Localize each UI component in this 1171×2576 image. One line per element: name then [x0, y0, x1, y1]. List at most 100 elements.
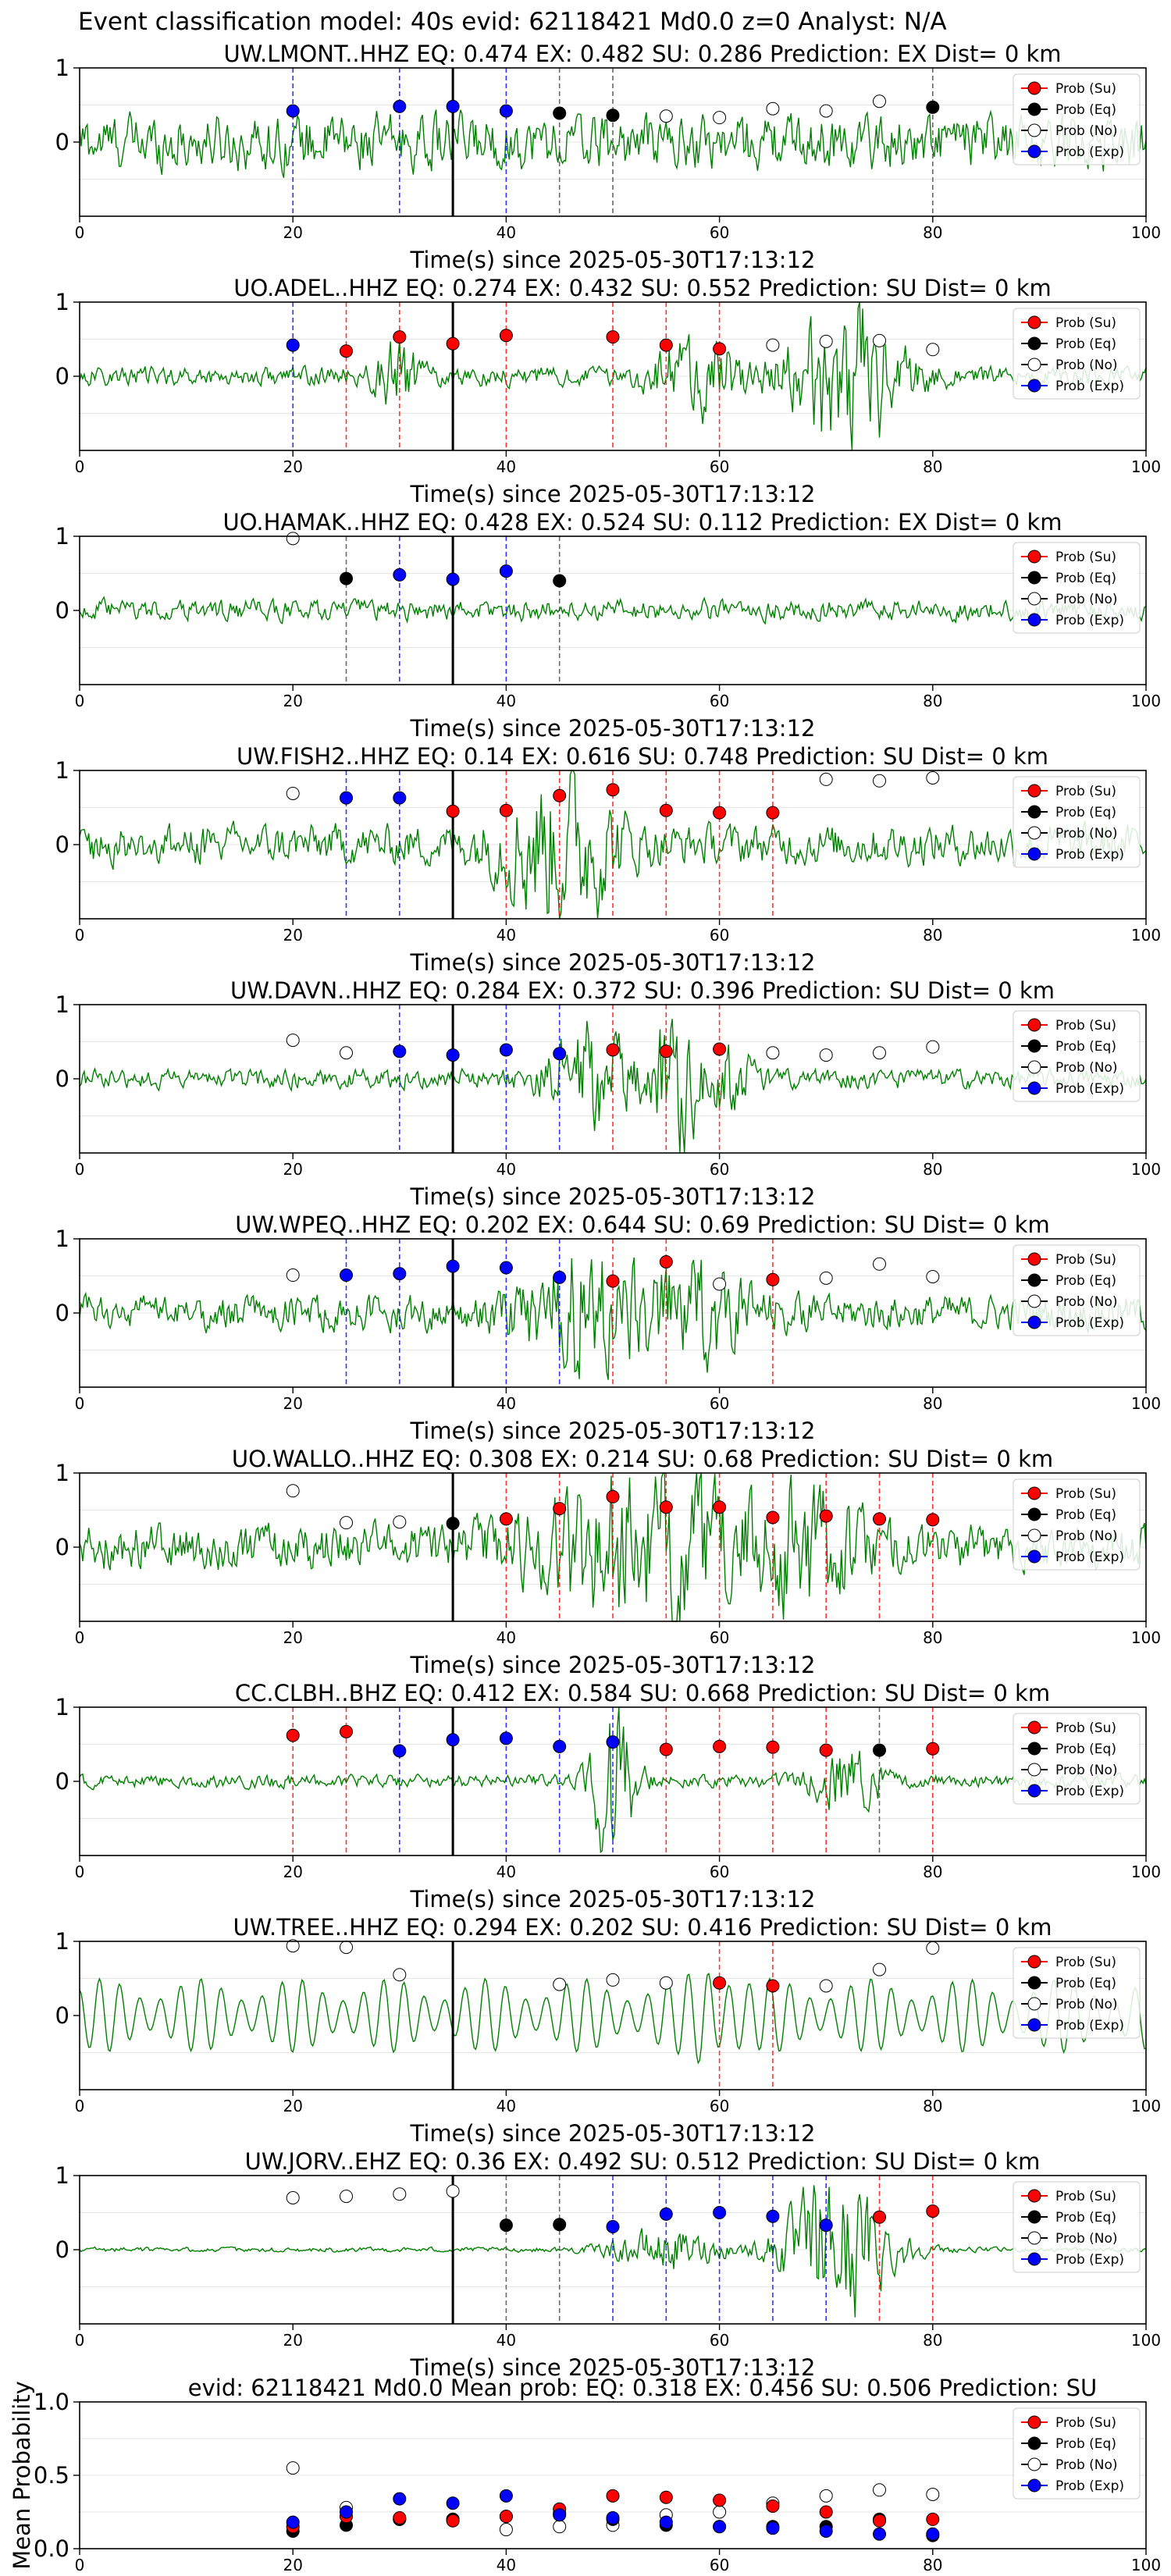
x-tick-label: 60	[710, 2097, 729, 2115]
probability-point-su	[713, 806, 727, 820]
legend-label: Prob (Eq)	[1055, 2436, 1116, 2452]
probability-point-su	[606, 783, 620, 797]
x-tick-label: 100	[1131, 2556, 1161, 2574]
probability-point-no	[819, 1048, 833, 1062]
x-tick-label: 0	[75, 926, 85, 945]
probability-point-eq	[553, 106, 567, 120]
x-tick-label: 60	[710, 2331, 729, 2350]
probability-point-no	[926, 343, 940, 357]
legend-marker-no	[1027, 826, 1041, 840]
probability-point-su	[713, 1500, 727, 1514]
probability-point-su	[659, 1254, 673, 1268]
probability-point-no	[873, 94, 886, 109]
x-tick-label: 0	[75, 457, 85, 476]
seismic-waveform	[79, 596, 1147, 625]
probability-point-su	[446, 336, 460, 350]
legend-label: Prob (Eq)	[1055, 805, 1116, 820]
x-tick-label: 40	[497, 926, 516, 945]
legend-label: Prob (No)	[1055, 826, 1118, 841]
legend-box	[1013, 1947, 1141, 2039]
y-axis-label: Mean Probability	[9, 2381, 35, 2570]
legend-label: Prob (Exp)	[1055, 1550, 1124, 1565]
panel-title: evid: 62118421 Md0.0 Mean prob: EQ: 0.31…	[188, 2375, 1097, 2401]
probability-point-no	[340, 1516, 353, 1530]
y-tick-label: 0	[55, 2236, 69, 2263]
probability-point-exp	[499, 1731, 513, 1745]
legend-marker-no	[1027, 123, 1041, 137]
probability-point-su	[659, 338, 673, 352]
legend-marker-no	[1027, 2457, 1041, 2471]
x-axis-label: Time(s) since 2025-05-30T17:13:12	[410, 715, 816, 742]
legend-label: Prob (Eq)	[1055, 1273, 1116, 1289]
y-tick-label: 0	[55, 597, 69, 624]
x-tick-label: 60	[710, 926, 729, 945]
seismic-waveform	[79, 301, 1147, 450]
probability-point-no	[393, 1968, 407, 1982]
probability-point-no	[926, 1269, 940, 1283]
probability-point-no	[819, 334, 833, 348]
probability-point-no	[873, 2483, 886, 2497]
y-tick-label: 1	[55, 289, 69, 315]
legend-label: Prob (No)	[1055, 2231, 1118, 2247]
probability-point-su	[606, 1274, 620, 1288]
legend-box	[1013, 1713, 1141, 1805]
probability-point-su	[819, 2505, 833, 2519]
probability-point-no	[286, 2191, 300, 2204]
probability-point-no	[873, 1257, 886, 1271]
legend-marker-no	[1027, 1763, 1041, 1777]
probability-point-no	[393, 2187, 407, 2201]
panel-title: UO.HAMAK..HHZ EQ: 0.428 EX: 0.524 SU: 0.…	[223, 509, 1062, 535]
probability-point-exp	[499, 564, 513, 578]
y-tick-label: 0	[55, 129, 69, 155]
legend-box	[1013, 308, 1141, 400]
probability-point-exp	[393, 1267, 407, 1281]
legend-marker-su	[1027, 1955, 1041, 1969]
mean-probability-panel: 0 20 40 60 80 100 0.0 0.5 1.0 evid: 62118421 Md0.…	[9, 2375, 1161, 2574]
probability-point-su	[499, 2510, 513, 2524]
legend-marker-exp	[1027, 1315, 1041, 1329]
x-tick-label: 80	[923, 1863, 942, 1881]
probability-point-no	[926, 1941, 940, 1955]
x-axis-label: Time(s) since 2025-05-30T17:13:12	[410, 1418, 816, 1444]
legend-label: Prob (Exp)	[1055, 2252, 1124, 2268]
legend-label: Prob (Eq)	[1055, 571, 1116, 586]
legend-box	[1013, 2181, 1141, 2273]
probability-point-no	[286, 1034, 300, 1048]
probability-point-no	[340, 2190, 353, 2204]
panel-title: UW.WPEQ..HHZ EQ: 0.202 EX: 0.644 SU: 0.6…	[235, 1212, 1049, 1238]
legend-label: Prob (Exp)	[1055, 613, 1124, 628]
legend: Prob (Su) Prob (Eq) Prob (No) Prob (Exp)	[1013, 1478, 1141, 1571]
probability-point-exp	[606, 1735, 620, 1749]
probability-point-su	[340, 344, 353, 358]
x-tick-label: 80	[923, 692, 942, 710]
probability-point-no	[659, 109, 673, 123]
probability-point-su	[553, 1502, 567, 1516]
probability-point-eq	[499, 2218, 513, 2233]
probability-point-exp	[393, 791, 407, 805]
seismic-waveform	[79, 1257, 1147, 1380]
x-tick-label: 0	[75, 692, 85, 710]
legend-label: Prob (Exp)	[1055, 1081, 1124, 1097]
x-axis-label: Time(s) since 2025-05-30T17:13:12	[410, 1183, 816, 1210]
x-tick-label: 20	[283, 926, 302, 945]
x-tick-label: 100	[1131, 692, 1161, 710]
x-tick-label: 0	[75, 2331, 85, 2350]
legend-marker-no	[1027, 1528, 1041, 1542]
probability-point-exp	[446, 1733, 460, 1747]
probability-point-no	[873, 1962, 886, 1976]
station-panel: 0 20 40 60 80 100 0 1 UO.WALLO..HHZ EQ: 0.308 EX…	[55, 1446, 1162, 1678]
probability-point-su	[926, 1742, 940, 1756]
legend-marker-eq	[1027, 102, 1041, 116]
probability-point-no	[873, 774, 886, 788]
legend: Prob (Su) Prob (Eq) Prob (No) Prob (Exp)	[1013, 1010, 1141, 1102]
x-tick-label: 100	[1131, 223, 1161, 242]
legend-marker-no	[1027, 1294, 1041, 1308]
probability-point-exp	[659, 2207, 673, 2221]
probability-point-no	[819, 104, 833, 118]
x-tick-label: 100	[1131, 926, 1161, 945]
x-axis-label: Time(s) since 2025-05-30T17:13:12	[410, 2120, 816, 2147]
x-tick-label: 0	[75, 1863, 85, 1881]
station-panel: 0 20 40 60 80 100 0 1 CC.CLBH..BHZ EQ: 0.412 EX:…	[55, 1680, 1162, 1912]
legend: Prob (Su) Prob (Eq) Prob (No) Prob (Exp)	[1013, 1713, 1141, 1805]
station-panel: 0 20 40 60 80 100 0 1 UW.LMONT..HHZ EQ: 0.474 EX…	[55, 41, 1162, 273]
